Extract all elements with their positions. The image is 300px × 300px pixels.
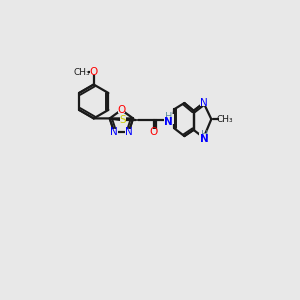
Bar xyxy=(111,129,118,135)
Text: O: O xyxy=(149,127,158,137)
Text: CH₃: CH₃ xyxy=(74,68,91,77)
Bar xyxy=(125,129,132,135)
Bar xyxy=(200,100,207,106)
Text: S: S xyxy=(119,115,126,125)
Text: O: O xyxy=(117,105,125,115)
Text: H: H xyxy=(164,112,172,122)
Bar xyxy=(76,69,88,75)
Bar xyxy=(90,69,97,75)
Text: N: N xyxy=(200,98,208,108)
Text: N: N xyxy=(110,127,118,137)
Text: CH₃: CH₃ xyxy=(217,115,233,124)
Bar xyxy=(150,129,157,135)
Bar xyxy=(199,133,208,141)
Bar xyxy=(164,114,174,124)
Bar xyxy=(118,107,125,113)
Text: N: N xyxy=(125,127,133,137)
Text: H: H xyxy=(201,130,208,140)
Text: O: O xyxy=(90,67,98,77)
Text: N: N xyxy=(200,134,209,144)
Bar xyxy=(120,117,126,123)
Bar xyxy=(219,116,231,122)
Text: N: N xyxy=(164,116,172,127)
